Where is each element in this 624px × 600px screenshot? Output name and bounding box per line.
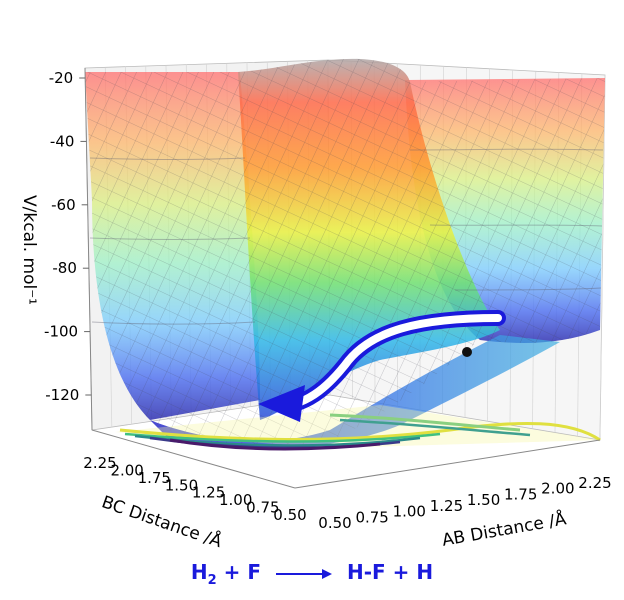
potential-energy-surface-plot: -20-40-60-80-100-120 2.252.001.751.501.2… <box>19 58 612 552</box>
z-axis-ticks: -20 -40 -60 -80 -100 -120 <box>44 69 92 404</box>
z-tick-label: -120 <box>45 386 79 404</box>
ab-tick-label: 1.75 <box>504 485 537 503</box>
ab-axis-ticks: 0.50 0.75 1.00 1.25 1.50 1.75 2.00 2.25 <box>318 474 611 532</box>
ab-tick-label: 2.00 <box>541 480 574 498</box>
z-tick-label: -20 <box>49 69 74 87</box>
ab-tick-label: 1.25 <box>430 497 463 515</box>
bc-axis-ticks: 2.252.001.751.501.251.000.750.50 <box>83 454 306 524</box>
bc-tick-label: 1.00 <box>219 491 252 509</box>
z-tick-label: -80 <box>52 259 77 277</box>
z-tick-label: -40 <box>50 132 75 150</box>
gridline <box>599 74 606 441</box>
reaction-path-arrow <box>258 310 506 422</box>
axes-frame <box>84 67 601 489</box>
ab-tick-label: 2.25 <box>578 474 611 492</box>
reaction-arrow-icon <box>276 568 333 579</box>
pes-surface <box>85 58 605 449</box>
bc-tick-label: 0.75 <box>246 499 279 517</box>
z-axis-label: V/kcal. mol⁻¹ <box>19 195 39 305</box>
bc-tick-label: 0.50 <box>273 506 306 524</box>
reaction-equation: H2 + F H-F + H <box>0 560 624 588</box>
ab-tick-label: 0.50 <box>318 514 351 532</box>
ab-tick-label: 0.75 <box>355 508 388 526</box>
bc-tick-label: 2.00 <box>110 461 143 479</box>
floor-contour-projection <box>115 405 601 451</box>
bc-tick-label: 2.25 <box>83 454 116 472</box>
z-tick-label: -100 <box>44 323 78 341</box>
product-formula: H-F + H <box>346 560 434 584</box>
ab-tick-label: 1.00 <box>393 503 426 521</box>
bc-tick-label: 1.25 <box>192 484 225 502</box>
z-tick-label: -60 <box>51 196 76 214</box>
bc-tick-label: 1.75 <box>138 469 171 487</box>
ab-tick-label: 1.50 <box>467 491 500 509</box>
reactant-formula: H2 + F <box>190 560 262 588</box>
bc-tick-label: 1.50 <box>165 476 198 494</box>
